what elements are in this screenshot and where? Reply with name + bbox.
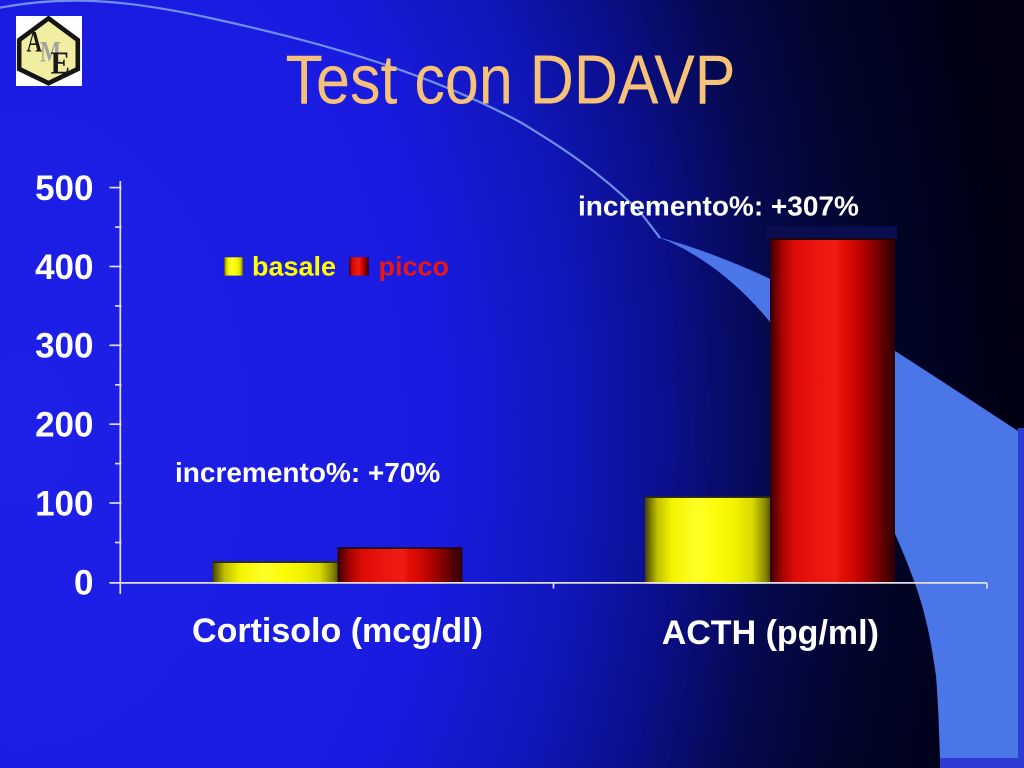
svg-text:incremento%: +70%: incremento%: +70%: [175, 457, 440, 488]
svg-text:200: 200: [35, 406, 93, 445]
svg-text:E: E: [51, 45, 71, 81]
svg-text:basale: basale: [252, 252, 336, 282]
svg-text:400: 400: [35, 248, 93, 287]
svg-text:ACTH (pg/ml): ACTH (pg/ml): [662, 614, 879, 652]
svg-text:300: 300: [35, 327, 93, 366]
svg-text:M: M: [40, 36, 61, 69]
svg-text:A: A: [27, 25, 43, 58]
svg-text:incremento%: +307%: incremento%: +307%: [578, 191, 859, 222]
svg-text:0: 0: [74, 563, 93, 602]
svg-text:Cortisolo (mcg/dl): Cortisolo (mcg/dl): [192, 612, 483, 650]
svg-text:500: 500: [35, 169, 93, 208]
svg-text:picco: picco: [379, 252, 450, 282]
svg-text:100: 100: [35, 484, 93, 523]
svg-text:Test con DDAVP: Test con DDAVP: [286, 41, 736, 119]
